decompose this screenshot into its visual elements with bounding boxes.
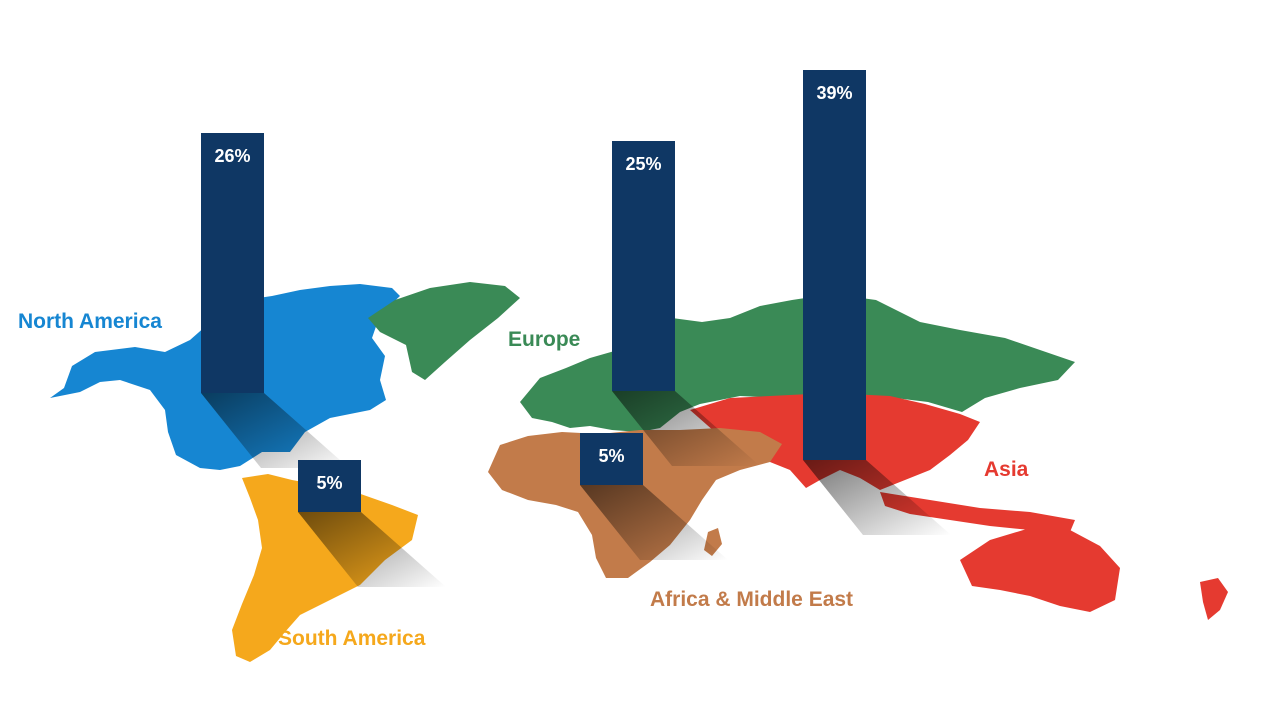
bar-south-america bbox=[298, 460, 361, 512]
bar-shadow-europe bbox=[612, 391, 760, 466]
bar-value-label-africa-middle-east: 5% bbox=[598, 446, 624, 466]
bar-value-label-north-america: 26% bbox=[214, 146, 250, 166]
bar-shadow-africa-middle-east bbox=[580, 485, 728, 560]
southeast-asia-region bbox=[880, 492, 1075, 532]
bar-shadow-north-america bbox=[201, 393, 349, 468]
bar-value-label-asia: 39% bbox=[816, 83, 852, 103]
asia-label: Asia bbox=[984, 458, 1029, 481]
bar-north-america bbox=[201, 133, 264, 393]
new-zealand-region bbox=[1200, 578, 1228, 620]
bar-value-label-europe: 25% bbox=[625, 154, 661, 174]
bar-shadow-south-america bbox=[298, 512, 446, 587]
bar-value-label-south-america: 5% bbox=[316, 473, 342, 493]
south-america-label: South America bbox=[278, 627, 426, 650]
bar-series: 26% 5% 25% 5% 39% bbox=[201, 70, 951, 587]
region-labels: North America South America Europe Afric… bbox=[18, 310, 1029, 650]
north-america-label: North America bbox=[18, 310, 162, 333]
bar-africa-middle-east bbox=[580, 433, 643, 485]
bar-europe bbox=[612, 141, 675, 391]
europe-label: Europe bbox=[508, 328, 580, 351]
south-america-region bbox=[232, 474, 418, 662]
australia-region bbox=[960, 528, 1120, 612]
africa-middle-east-label: Africa & Middle East bbox=[650, 588, 853, 611]
bar-asia bbox=[803, 70, 866, 460]
bar-shadow-asia bbox=[803, 460, 951, 535]
greenland-region bbox=[368, 282, 520, 380]
